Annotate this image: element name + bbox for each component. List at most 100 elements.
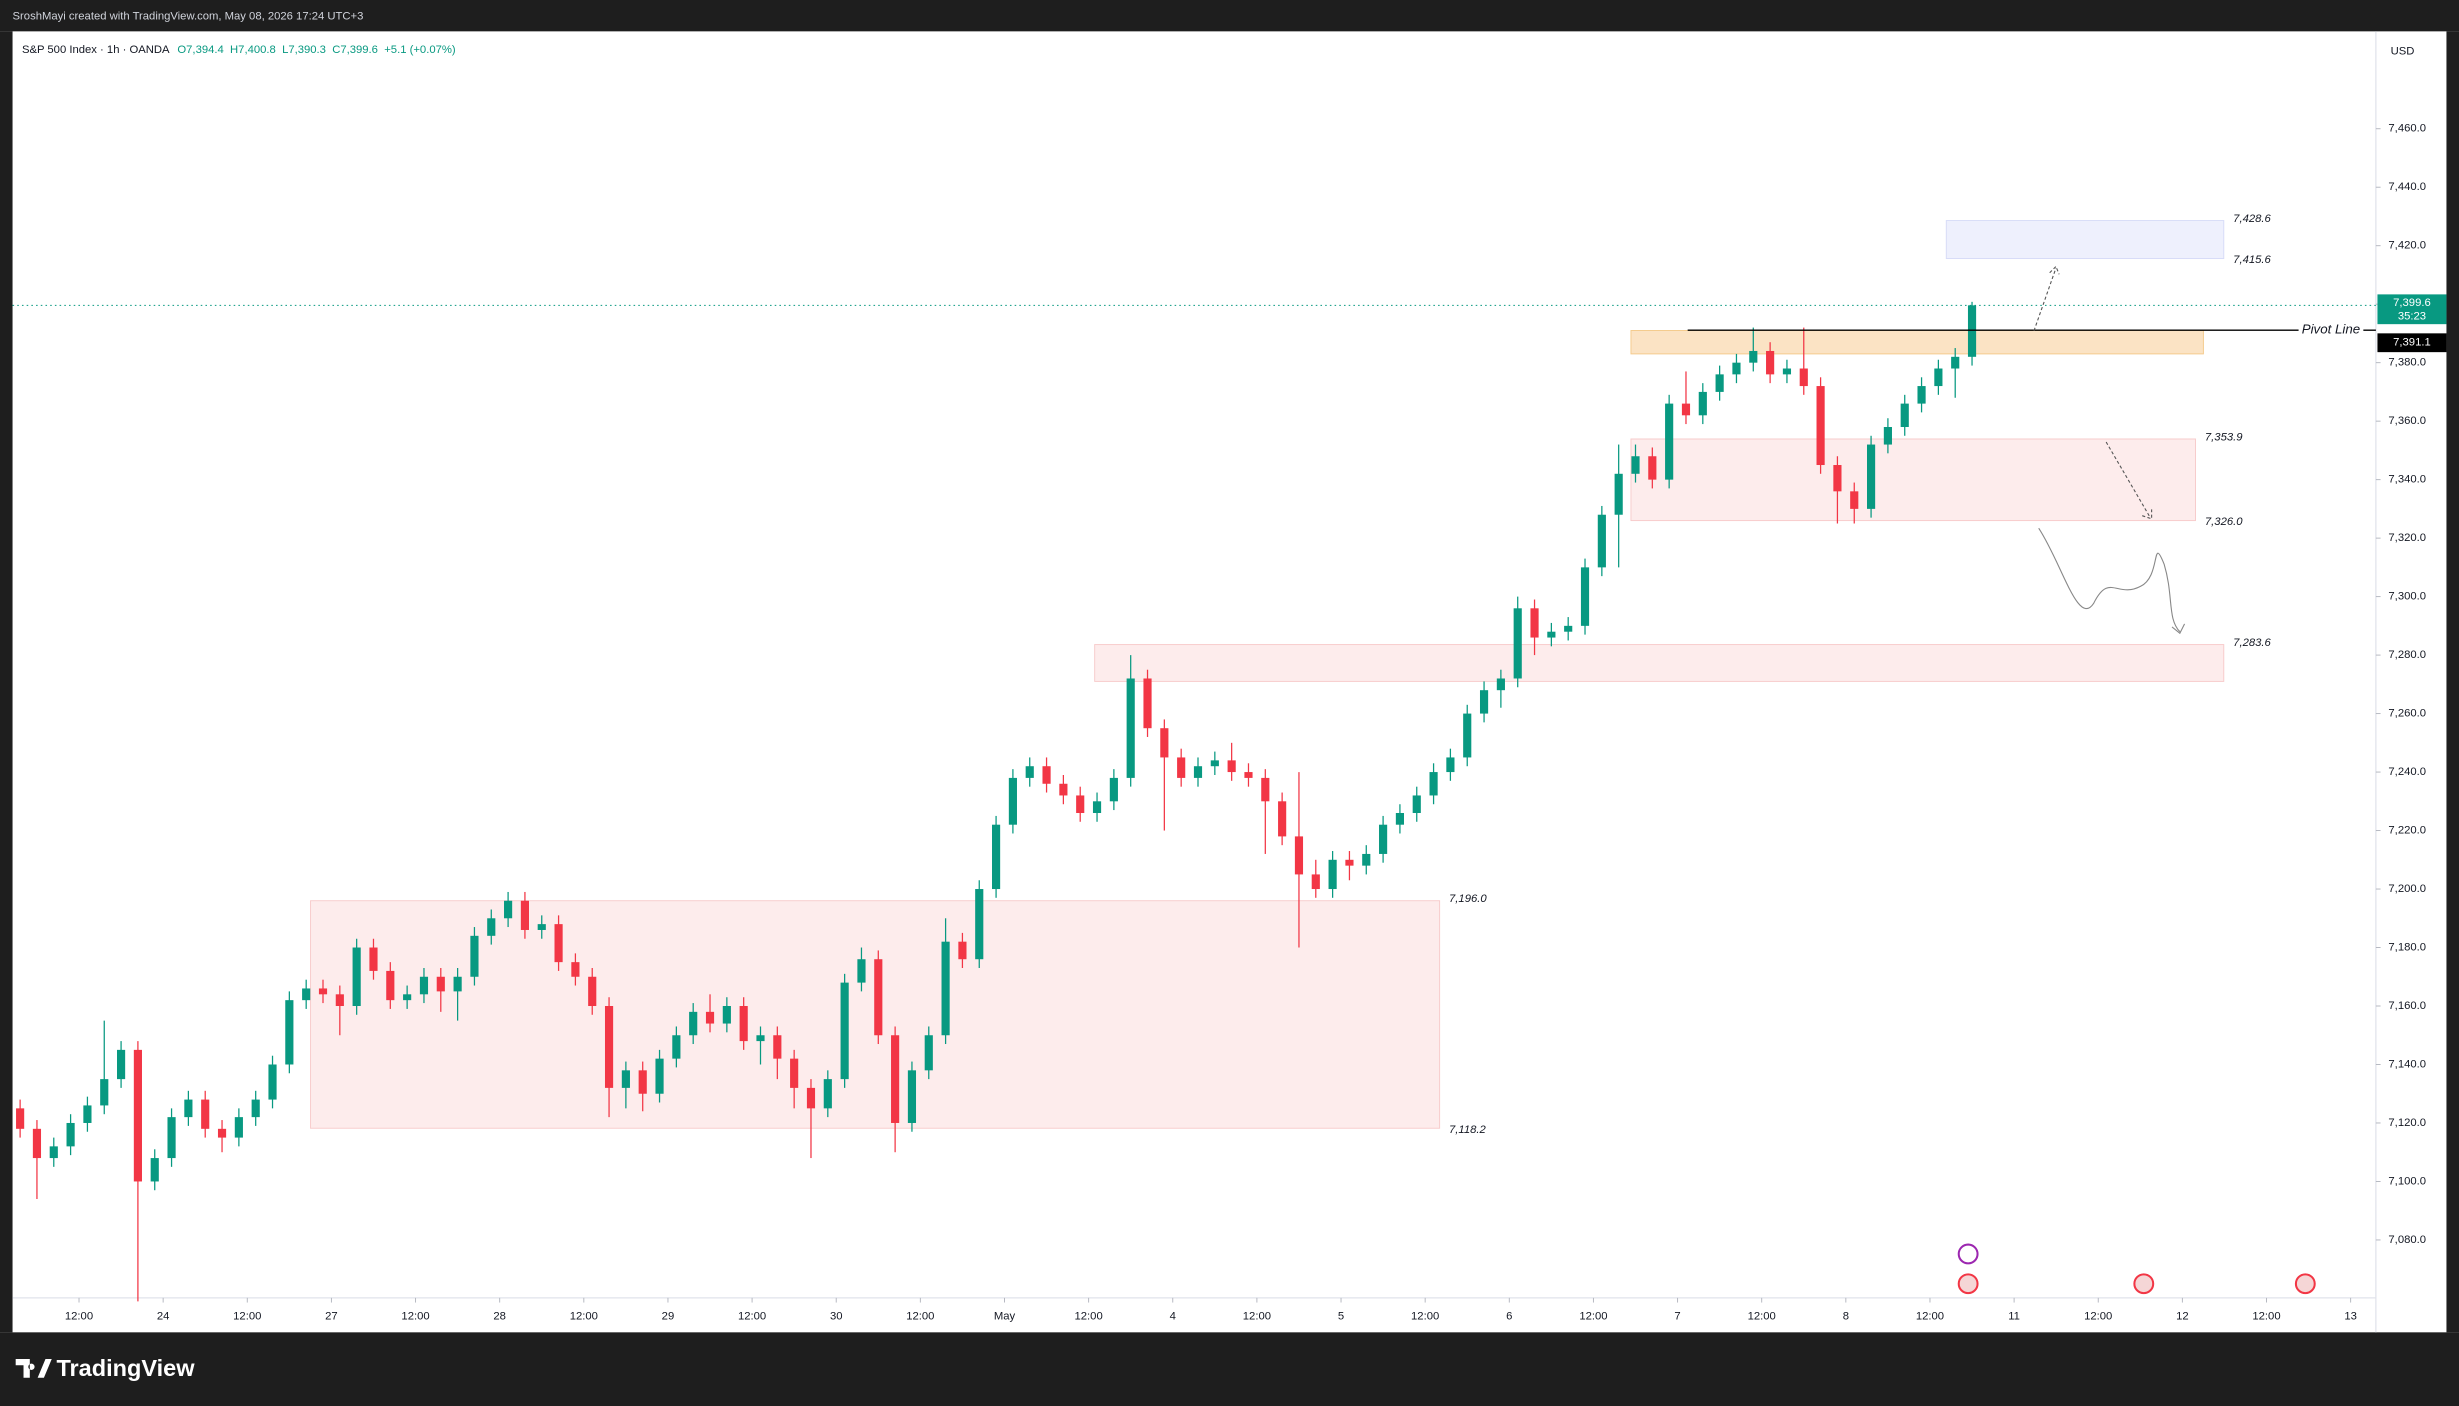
candle-body — [318, 988, 328, 995]
candle-body — [1109, 777, 1118, 802]
y-tick-label: 7,100.0 — [2388, 1175, 2426, 1187]
candle-body — [857, 959, 866, 983]
zone — [1094, 644, 2225, 682]
zone-label: 7,415.6 — [2233, 254, 2271, 266]
y-tick-label: 7,080.0 — [2388, 1234, 2426, 1246]
x-tick-label: 12:00 — [1748, 1311, 1776, 1323]
candle-body — [1850, 491, 1859, 509]
x-tick-label: 12:00 — [65, 1311, 93, 1323]
candle-body — [840, 982, 849, 1080]
projection-curve — [2038, 527, 2186, 635]
y-tick-label: 7,180.0 — [2388, 942, 2426, 954]
candle-body — [1967, 305, 1977, 357]
down-arrow — [2105, 441, 2153, 520]
candle-body — [1513, 608, 1522, 679]
candle-body — [369, 947, 378, 971]
candle-body — [1900, 403, 1909, 428]
x-tick-label: 12:00 — [570, 1311, 598, 1323]
candle-body — [1782, 368, 1792, 375]
candle-body — [1143, 678, 1152, 729]
x-tick-label: 6 — [1506, 1311, 1512, 1323]
candle-body — [1816, 386, 1825, 466]
y-tick-label: 7,240.0 — [2388, 766, 2426, 778]
candle-body — [470, 935, 479, 977]
candle-body — [1008, 777, 1017, 825]
legend-high: H7,400.8 — [230, 44, 276, 56]
candle-body — [1463, 713, 1472, 758]
x-tick-label: 12:00 — [1411, 1311, 1439, 1323]
candle-body — [1951, 356, 1960, 369]
candle-body — [167, 1117, 176, 1159]
countdown: 35:23 — [2398, 310, 2426, 322]
candle-body — [1092, 801, 1102, 814]
candle-body — [1193, 766, 1203, 778]
y-tick-label: 7,220.0 — [2388, 825, 2426, 837]
candle-body — [874, 959, 883, 1036]
candle-body — [1665, 403, 1674, 480]
candle-body — [705, 1011, 715, 1024]
zone-label: 7,353.9 — [2205, 431, 2243, 443]
zone — [1945, 220, 2225, 260]
candle-body — [1547, 631, 1556, 638]
candle-body — [234, 1117, 243, 1138]
candle-body — [1059, 783, 1068, 796]
x-tick-label: 27 — [325, 1311, 338, 1323]
candle-body — [537, 924, 546, 930]
x-tick-label: 13 — [2344, 1311, 2357, 1323]
pivot-price-box — [2377, 333, 2447, 353]
candle-body — [773, 1035, 782, 1059]
x-tick-label: 7 — [1674, 1311, 1680, 1323]
zone — [1630, 438, 2196, 522]
candle-body — [184, 1099, 193, 1118]
candle-body — [285, 1000, 294, 1065]
y-tick-label: 7,200.0 — [2388, 883, 2426, 895]
candle-body — [133, 1049, 142, 1182]
legend-open: O7,394.4 — [177, 44, 223, 56]
candle-body — [1530, 608, 1539, 638]
y-tick-label: 7,380.0 — [2388, 357, 2426, 369]
y-tick-label: 7,360.0 — [2388, 415, 2426, 427]
y-tick-label: 7,300.0 — [2388, 591, 2426, 603]
candle-body — [958, 941, 967, 960]
candle-body — [1681, 403, 1691, 416]
candle-body — [487, 918, 496, 936]
candle-body — [1311, 874, 1320, 890]
candle-body — [117, 1049, 126, 1080]
footer — [0, 1332, 2459, 1406]
candle-body — [1648, 456, 1657, 480]
candle-body — [352, 947, 361, 1007]
candle-body — [268, 1064, 277, 1100]
last-price-box — [2377, 294, 2447, 325]
candle-body — [1160, 728, 1169, 758]
candle-body — [571, 962, 580, 977]
y-tick-label: 7,280.0 — [2388, 649, 2426, 661]
candle-body — [520, 900, 530, 930]
candle-body — [1261, 777, 1270, 802]
x-tick-label: 28 — [493, 1311, 506, 1323]
event-icon — [1957, 1243, 1979, 1265]
y-tick-label: 7,340.0 — [2388, 474, 2426, 486]
candle-body — [403, 994, 412, 1001]
candle-body — [907, 1070, 917, 1123]
last-price-label: 7,399.6 — [2393, 297, 2431, 309]
candle-body — [588, 976, 597, 1007]
candle-body — [419, 976, 429, 995]
legend-close: C7,399.6 — [332, 44, 378, 56]
pivot-text-bg — [2298, 321, 2364, 337]
candle-body — [335, 994, 344, 1007]
event-icons — [1957, 1243, 2316, 1295]
candle-body — [436, 976, 445, 992]
candle-body — [1614, 473, 1623, 515]
top-bar-text: SroshMayi created with TradingView.com, … — [13, 10, 364, 22]
x-tick-label: 12:00 — [738, 1311, 766, 1323]
logo-icon — [15, 1358, 52, 1378]
pivot-price-label: 7,391.1 — [2393, 337, 2431, 349]
candle-body — [1076, 795, 1085, 814]
candle-body — [1294, 836, 1304, 875]
candle-body — [1429, 772, 1438, 796]
candle-body — [201, 1099, 210, 1129]
candle-body — [1328, 859, 1337, 890]
zone-label: 7,283.6 — [2233, 637, 2271, 649]
candle-body — [1580, 567, 1590, 626]
x-tick-label: 12:00 — [1916, 1311, 1944, 1323]
